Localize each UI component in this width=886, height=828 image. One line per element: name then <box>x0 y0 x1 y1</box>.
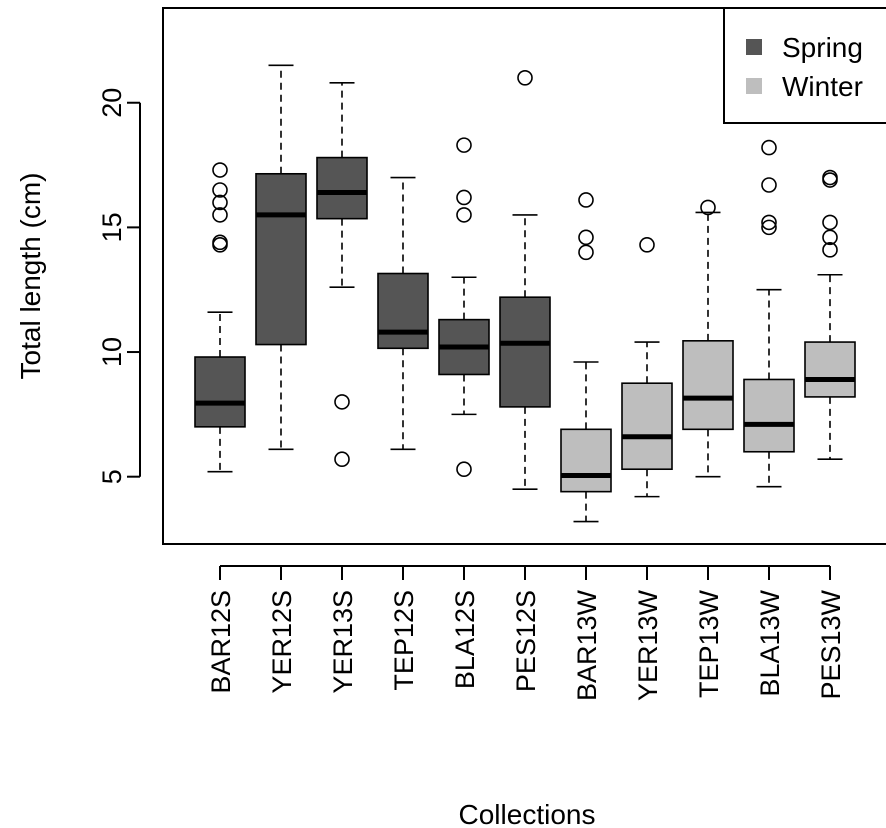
outlier-point <box>456 137 472 153</box>
x-tick-label: PES13W <box>816 589 846 699</box>
x-axis: BAR12S YER12S YER13S TEP12S BLA12S PES12S BAR1… <box>206 565 846 701</box>
box-iqr <box>499 296 551 408</box>
y-axis-title: Total length (cm) <box>15 173 46 380</box>
outlier-point <box>517 70 533 86</box>
legend-swatch-winter <box>746 78 762 94</box>
legend-swatch-spring <box>746 39 762 55</box>
outlier-point <box>456 207 472 223</box>
plot-frame <box>162 7 886 545</box>
legend-label-spring: Spring <box>782 32 863 63</box>
box-pes12s <box>499 70 551 490</box>
box-iqr <box>316 156 368 220</box>
outlier-point <box>212 207 228 223</box>
outlier-point <box>822 214 838 231</box>
y-tick-label: 15 <box>97 212 127 242</box>
box-iqr <box>621 382 673 471</box>
box-iqr <box>255 172 307 346</box>
box-tep12s <box>377 176 429 451</box>
box-yer13w <box>621 237 673 498</box>
box-iqr <box>743 378 795 453</box>
box-bla13w <box>743 139 795 488</box>
outlier-point <box>761 139 777 156</box>
x-tick-label: TEP13W <box>694 589 724 698</box>
box-yer12s <box>255 64 307 451</box>
legend-frame <box>723 7 886 124</box>
box-bla12s <box>438 137 490 478</box>
outlier-point <box>761 214 777 231</box>
outlier-point <box>822 242 838 258</box>
x-tick-label: YER13W <box>633 589 663 701</box>
outlier-point <box>456 189 472 206</box>
x-tick-label: BLA12S <box>450 590 480 689</box>
x-tick-label: BAR13W <box>572 589 602 701</box>
y-tick-label: 20 <box>97 88 127 118</box>
box-iqr <box>194 356 246 428</box>
outlier-point <box>578 192 594 208</box>
outlier-point <box>212 234 228 251</box>
outlier-point <box>578 244 594 261</box>
box-iqr <box>377 272 429 350</box>
y-tick-label: 10 <box>97 337 127 367</box>
x-tick-label: YER12S <box>267 590 297 694</box>
box-yer13s <box>316 81 368 468</box>
x-tick-label: BLA13W <box>755 589 785 696</box>
outlier-point <box>761 177 777 193</box>
outlier-point <box>212 194 228 211</box>
x-tick-label: TEP12S <box>389 590 419 691</box>
y-tick-label: 5 <box>97 469 127 484</box>
outlier-point <box>822 229 838 246</box>
boxplot-series <box>194 64 856 523</box>
x-tick-label: BAR12S <box>206 590 236 694</box>
outlier-point <box>212 162 228 178</box>
outlier-point <box>761 219 777 236</box>
outlier-point <box>700 199 716 216</box>
legend-label-winter: Winter <box>782 71 863 102</box>
x-tick-label: YER13S <box>328 590 358 694</box>
box-iqr <box>682 340 734 431</box>
x-axis-title: Collections <box>459 799 596 828</box>
outlier-point <box>334 394 350 410</box>
outlier-point <box>578 229 594 246</box>
box-bar12s <box>194 162 246 473</box>
outlier-point <box>334 451 350 468</box>
box-iqr <box>804 341 856 398</box>
box-bar13w <box>560 192 612 523</box>
outlier-point <box>822 169 838 186</box>
outlier-point <box>456 461 472 478</box>
x-tick-label: PES12S <box>511 590 541 692</box>
box-pes13w <box>804 169 856 461</box>
outlier-point <box>639 237 655 253</box>
outlier-point <box>212 182 228 198</box>
box-tep13w <box>682 199 734 478</box>
box-iqr <box>560 428 612 493</box>
legend: Spring Winter <box>723 7 886 124</box>
y-axis: 5 10 15 20 <box>97 88 141 484</box>
